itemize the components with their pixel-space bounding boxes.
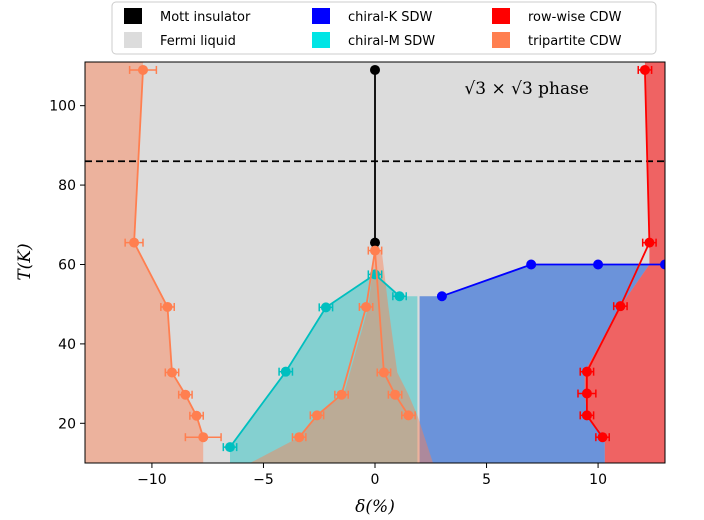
data-point bbox=[370, 237, 380, 248]
data-point bbox=[129, 237, 140, 248]
data-point bbox=[361, 301, 372, 312]
data-point bbox=[320, 302, 331, 313]
data-point bbox=[615, 301, 626, 312]
data-point bbox=[581, 366, 592, 377]
data-point bbox=[180, 389, 191, 400]
x-tick-label: 10 bbox=[589, 472, 607, 488]
legend-swatch bbox=[124, 8, 142, 24]
data-point bbox=[312, 410, 322, 421]
y-axis-label: T(K) bbox=[15, 243, 35, 280]
data-point bbox=[526, 259, 537, 270]
data-point bbox=[639, 64, 650, 75]
axis-layer: −10 −5 0 5 10 20 40 60 80 100 bbox=[49, 99, 607, 488]
data-point bbox=[581, 388, 592, 399]
y-tick-label: 80 bbox=[58, 178, 76, 194]
legend-frame bbox=[111, 1, 657, 55]
data-point bbox=[191, 410, 202, 421]
legend-label: tripartite CDW bbox=[528, 34, 622, 49]
legend-swatch bbox=[312, 32, 330, 48]
region-4 bbox=[250, 250, 433, 463]
plot-area bbox=[85, 62, 665, 463]
data-point bbox=[436, 291, 447, 302]
legend-swatch bbox=[492, 32, 510, 48]
region-1 bbox=[419, 264, 665, 463]
data-point bbox=[644, 237, 655, 248]
data-point bbox=[198, 432, 209, 443]
legend: Mott insulator Fermi liquid chiral-K SDW ch… bbox=[111, 1, 657, 55]
data-point bbox=[336, 389, 347, 400]
legend-label: chiral-K SDW bbox=[348, 10, 433, 25]
data-point bbox=[225, 442, 235, 453]
legend-label: Mott insulator bbox=[160, 10, 251, 25]
data-point bbox=[403, 410, 414, 421]
x-tick-label: −5 bbox=[253, 472, 274, 488]
data-point bbox=[597, 432, 608, 443]
y-tick-label: 20 bbox=[58, 416, 76, 432]
data-point bbox=[390, 389, 401, 400]
data-point bbox=[370, 64, 380, 75]
data-point bbox=[294, 432, 305, 443]
x-tick-label: 0 bbox=[371, 472, 380, 488]
legend-swatch bbox=[312, 8, 330, 24]
x-tick-label: −10 bbox=[137, 472, 167, 488]
x-tick-label: 5 bbox=[482, 472, 491, 488]
legend-swatch bbox=[124, 32, 142, 48]
data-point bbox=[581, 410, 592, 421]
data-point bbox=[394, 291, 405, 302]
y-tick-label: 100 bbox=[49, 99, 76, 115]
legend-label: chiral-M SDW bbox=[348, 34, 435, 49]
series-line-1 bbox=[441, 263, 665, 298]
y-tick-label: 40 bbox=[58, 337, 76, 353]
y-tick-label: 60 bbox=[58, 257, 76, 273]
phase-annotation: √3 × √3 phase bbox=[464, 79, 589, 99]
data-point bbox=[660, 259, 665, 270]
data-point bbox=[167, 367, 177, 378]
data-point bbox=[280, 366, 291, 377]
region-2 bbox=[230, 274, 418, 463]
legend-swatch bbox=[492, 8, 510, 24]
data-point bbox=[138, 64, 148, 75]
legend-label: Fermi liquid bbox=[160, 34, 236, 49]
region-5 bbox=[584, 62, 665, 463]
data-point bbox=[162, 301, 173, 312]
legend-label: row-wise CDW bbox=[528, 10, 622, 25]
data-point bbox=[378, 367, 389, 378]
x-axis-label: δ(%) bbox=[355, 497, 395, 517]
data-point bbox=[593, 259, 604, 270]
data-point bbox=[370, 245, 380, 256]
